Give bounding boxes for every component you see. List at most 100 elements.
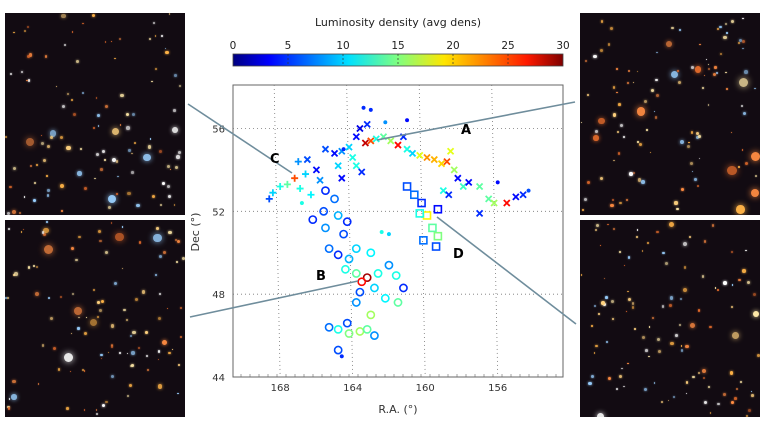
star <box>104 158 107 161</box>
star <box>593 135 599 141</box>
star <box>580 122 582 124</box>
star <box>107 195 116 204</box>
star <box>32 199 36 202</box>
star <box>161 35 164 38</box>
star <box>697 185 699 187</box>
data-point-dot <box>361 105 366 110</box>
data-point-cross <box>423 153 431 162</box>
star <box>738 166 740 168</box>
star <box>669 304 673 307</box>
data-point-cross <box>450 166 458 174</box>
star <box>66 145 71 151</box>
star <box>46 194 49 197</box>
data-point-plus <box>265 195 273 203</box>
data-point-square <box>433 231 443 241</box>
star <box>117 175 119 178</box>
star <box>649 151 651 153</box>
star <box>595 228 597 231</box>
data-point-cross <box>416 151 424 160</box>
star <box>22 228 25 231</box>
data-point-circle <box>380 293 390 303</box>
star <box>658 349 662 353</box>
star <box>115 160 119 163</box>
star <box>101 149 105 153</box>
star <box>71 247 75 251</box>
star <box>40 134 43 137</box>
plot-area <box>232 84 564 378</box>
star <box>173 204 176 206</box>
star <box>126 352 129 354</box>
star <box>95 97 98 100</box>
star <box>648 326 651 328</box>
galaxy-image-bottom-right <box>580 220 760 417</box>
star <box>738 78 748 88</box>
data-point-cross <box>316 176 324 184</box>
star <box>177 151 181 155</box>
star <box>679 139 685 145</box>
star <box>714 66 717 69</box>
star <box>683 288 688 293</box>
star <box>692 375 695 378</box>
x-tick-label: 168 <box>271 383 290 394</box>
star <box>722 393 726 396</box>
star <box>104 250 108 255</box>
star <box>725 71 727 74</box>
star <box>41 344 44 347</box>
star <box>723 281 727 285</box>
data-point-cross <box>408 149 417 157</box>
data-point-square <box>431 242 441 251</box>
star <box>169 168 171 170</box>
galaxy-image-top-left <box>5 13 185 215</box>
star <box>84 409 86 411</box>
star <box>752 311 759 318</box>
star <box>698 371 701 374</box>
star <box>656 230 659 233</box>
star <box>175 239 178 242</box>
data-point-cross <box>475 182 484 191</box>
star <box>23 196 26 198</box>
star <box>704 401 707 405</box>
star <box>675 334 678 337</box>
star <box>701 275 705 278</box>
star <box>47 189 50 192</box>
star <box>683 266 686 269</box>
star <box>742 269 746 273</box>
star <box>680 298 683 301</box>
star <box>694 178 697 181</box>
star <box>717 402 720 406</box>
star <box>744 70 748 74</box>
star <box>587 181 591 185</box>
star <box>623 385 625 388</box>
star <box>672 396 675 399</box>
star <box>18 212 22 215</box>
star <box>177 392 179 395</box>
star <box>70 332 73 335</box>
star <box>93 289 95 292</box>
star <box>14 272 18 276</box>
star <box>742 47 744 50</box>
star <box>596 223 600 228</box>
star <box>120 124 122 126</box>
star <box>619 375 622 378</box>
star <box>615 68 618 71</box>
star <box>581 209 584 212</box>
star <box>128 149 131 152</box>
star <box>739 38 743 42</box>
star <box>94 177 96 180</box>
data-point-circle <box>339 229 349 239</box>
star <box>736 205 745 214</box>
star <box>633 328 636 331</box>
star <box>110 324 115 328</box>
star <box>127 191 131 195</box>
star <box>42 233 46 237</box>
data-point-circle <box>344 254 354 264</box>
star <box>55 85 58 88</box>
star <box>57 368 61 371</box>
data-point-circle <box>362 273 372 282</box>
data-point-circle <box>370 283 379 293</box>
star <box>680 349 684 352</box>
star <box>7 297 10 300</box>
star <box>163 251 167 254</box>
star <box>671 26 674 29</box>
